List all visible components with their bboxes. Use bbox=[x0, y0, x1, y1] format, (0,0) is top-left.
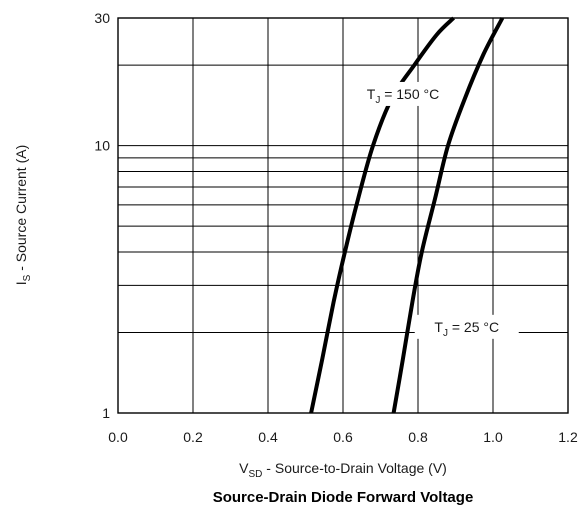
x-tick-label: 0.8 bbox=[408, 429, 428, 445]
x-tick-label: 0.0 bbox=[108, 429, 128, 445]
series-annotation: TJ = 150 °C bbox=[367, 86, 439, 106]
y-tick-labels: 1 10 30 bbox=[94, 10, 110, 421]
x-tick-labels: 0.0 0.2 0.4 0.6 0.8 1.0 1.2 bbox=[108, 429, 578, 445]
x-axis-label: VSD - Source-to-Drain Voltage (V) bbox=[239, 460, 447, 480]
grid bbox=[117, 17, 569, 414]
plot-frame bbox=[117, 17, 569, 414]
y-tick-label: 10 bbox=[94, 138, 110, 154]
annotation-background bbox=[414, 314, 519, 339]
x-tick-label: 1.0 bbox=[483, 429, 503, 445]
chart-title: Source-Drain Diode Forward Voltage bbox=[213, 489, 474, 506]
annotations: TJ = 150 °C TJ = 25 °C bbox=[347, 81, 519, 339]
x-tick-label: 0.6 bbox=[333, 429, 353, 445]
y-axis-label: IS - Source Current (A) bbox=[13, 145, 33, 286]
series-line-tj-25 bbox=[391, 17, 505, 414]
annotation-background bbox=[347, 81, 459, 106]
curves bbox=[309, 16, 505, 414]
x-tick-label: 0.2 bbox=[183, 429, 203, 445]
x-tick-label: 0.4 bbox=[258, 429, 278, 445]
y-tick-label: 1 bbox=[102, 405, 110, 421]
y-tick-label: 30 bbox=[94, 10, 110, 26]
x-tick-label: 1.2 bbox=[558, 429, 578, 445]
series-line-tj-150 bbox=[309, 16, 456, 414]
series-annotation: TJ = 25 °C bbox=[434, 319, 499, 339]
